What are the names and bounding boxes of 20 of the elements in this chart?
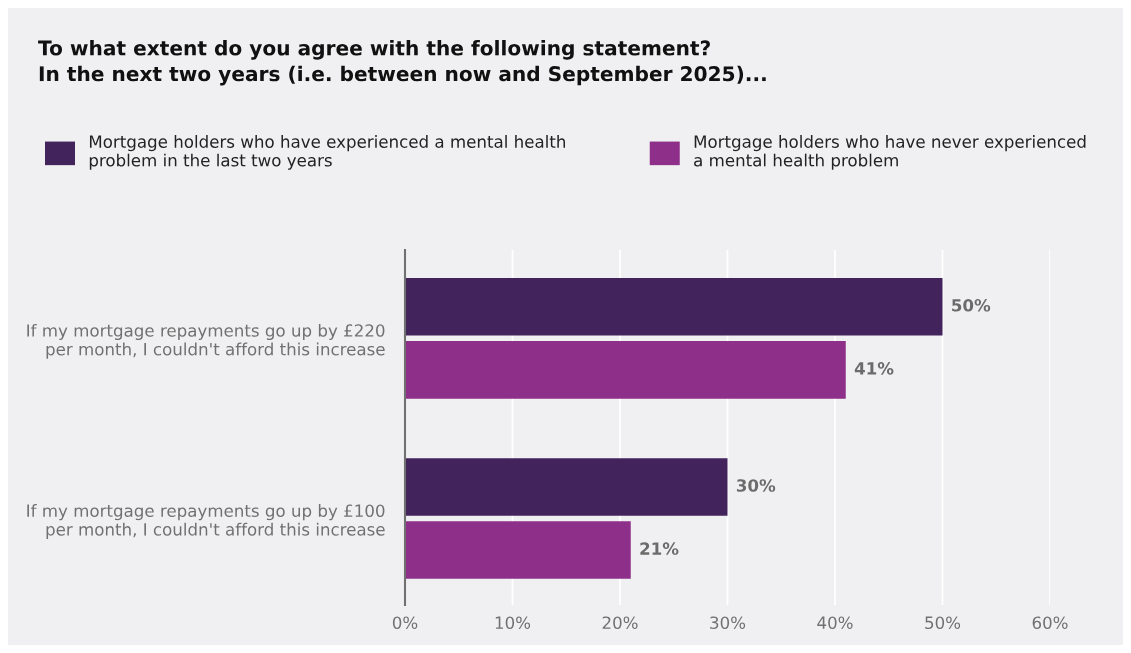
data-label: 41% <box>854 362 894 375</box>
y-tick-label: If my mortgage repayments go up by £100 per month, I couldn't afford this increase <box>27 504 385 539</box>
data-label: 30% <box>736 479 776 492</box>
bar <box>405 521 631 579</box>
data-label: 21% <box>640 542 679 555</box>
x-tick-label: 40% <box>817 616 853 630</box>
x-tick-label: 0% <box>392 616 418 630</box>
bar <box>405 458 728 516</box>
x-tick-label: 50% <box>925 616 961 630</box>
bar <box>405 341 846 399</box>
y-tick-label: If my mortgage repayments go up by £220 per month, I couldn't afford this increase <box>27 323 385 359</box>
x-tick-label: 20% <box>602 616 638 630</box>
data-label: 50% <box>952 298 991 312</box>
x-tick-label: 60% <box>1032 616 1068 630</box>
chart-title: To what extent do you agree with the following statement? In the next two years (i.e. between now and September 2025)... <box>38 40 766 86</box>
legend-label: Mortgage holders who have never experienced a mental health problem <box>694 135 1086 170</box>
bar <box>405 277 943 336</box>
x-tick-label: 30% <box>710 616 746 630</box>
legend-label: Mortgage holders who have experienced a mental health problem in the last two years <box>89 135 565 170</box>
x-tick-label: 10% <box>495 616 531 630</box>
